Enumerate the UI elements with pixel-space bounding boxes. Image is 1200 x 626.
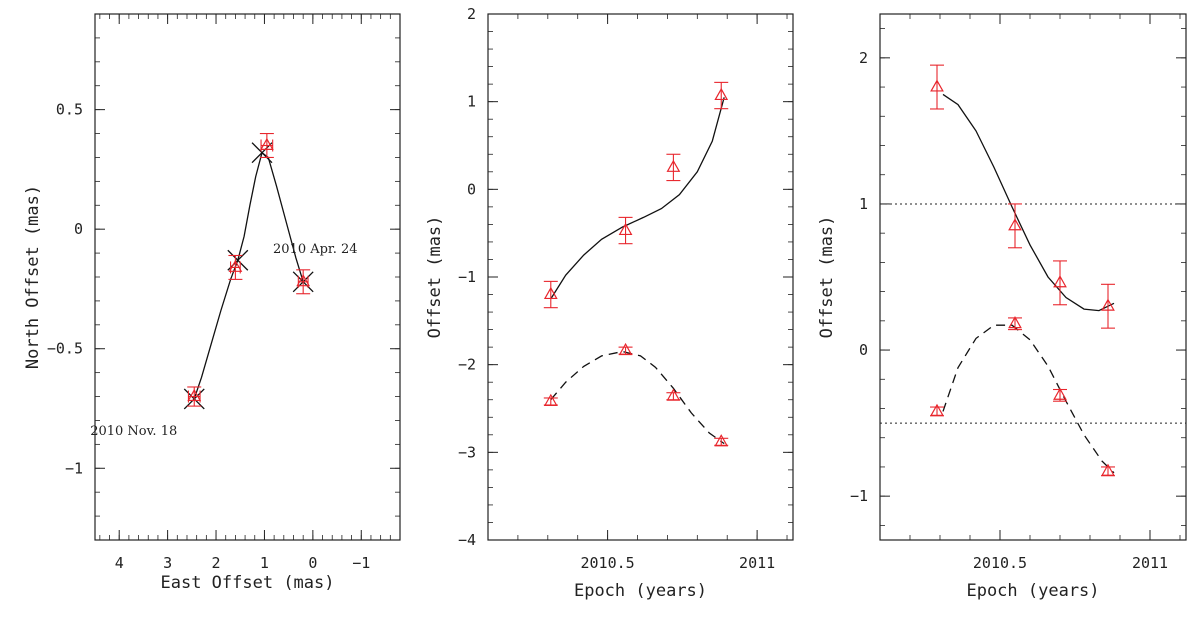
epoch-annotation: 2010 Apr. 24 [273,242,358,257]
x-tick-label: 4 [115,554,124,572]
offset-point [618,342,633,356]
x-tick-label: 2010.5 [581,554,635,572]
offset-error-bar [930,64,944,110]
x-axis-label: Epoch (years) [966,581,1099,601]
y-tick-label: 0.5 [56,101,83,119]
x-axis-label: Epoch (years) [574,581,707,601]
y-tick-label: −0.5 [47,340,83,358]
measurement-point [259,137,274,150]
offset-point [666,388,681,401]
offset-point [930,403,944,416]
y-tick-label: 0 [467,180,476,198]
y-tick-label: −1 [850,487,868,505]
offset-point [666,159,681,172]
ra-model-curve [942,93,1115,312]
dec-model-curve [942,324,1115,474]
offset-error-bar [1008,203,1022,249]
offset-error-bar [618,216,633,245]
y-axis-label: Offset (mas) [817,216,837,339]
x-tick-label: 2011 [1132,554,1168,572]
y-tick-label: −3 [458,443,476,461]
offset-error-bar [666,153,681,182]
x-tick-label: −1 [352,554,370,572]
y-axis-label: North Offset (mas) [23,185,43,369]
offset-point [1053,387,1067,400]
astrometric-orbit-panel: 4 3 2 1 0 −1 0.5 0 −0.5 −1 East Offset (mas) North … [23,13,401,593]
measurement-point [228,259,243,272]
offset-error-bar [1101,283,1115,329]
offset-point [1101,463,1115,476]
measurement-point [296,274,311,287]
measurement-point [187,388,202,402]
offset-point [1008,316,1022,329]
offset-point [714,434,729,447]
plot-frame [879,13,1187,541]
y-tick-label: 2 [467,5,476,23]
plot-frame [94,13,401,541]
x-tick-label: 2010.5 [973,554,1027,572]
epoch-offset-panel-middle: 2010.5 2011 2 1 0 −1 −2 −3 −4 Epoch (years) Offset… [425,5,794,601]
y-tick-label: −4 [458,531,476,549]
ra-model-curve [550,97,725,300]
offset-point [1008,218,1022,231]
epoch-offset-panel-right: 2010.5 2011 2 1 0 −1 Epoch (years) Offset (mas) [817,13,1187,601]
plot-frame [487,13,794,541]
y-tick-label: 1 [467,93,476,111]
offset-point [543,393,558,406]
offset-point [543,286,558,300]
orbit-model-curve [193,151,304,400]
y-tick-label: 0 [74,220,83,238]
x-tick-label: 2011 [739,554,775,572]
offset-error-bar [543,280,558,309]
y-tick-label: 2 [859,49,868,67]
y-axis-label: Offset (mas) [425,216,445,339]
offset-point [930,79,944,92]
x-tick-label: 3 [163,554,172,572]
offset-point [1053,275,1067,288]
y-tick-label: −1 [65,459,83,477]
x-tick-label: 1 [260,554,269,572]
y-tick-label: 0 [859,341,868,359]
epoch-annotation: 2010 Nov. 18 [90,424,177,439]
y-tick-label: 1 [859,195,868,213]
offset-point [1101,298,1115,311]
offset-error-bar [1053,260,1067,306]
x-axis-label: East Offset (mas) [161,573,335,593]
y-tick-label: −2 [458,356,476,374]
dec-model-curve [550,350,725,445]
x-tick-label: 2 [212,554,221,572]
offset-point [618,222,633,236]
x-tick-label: 0 [308,554,317,572]
y-tick-label: −1 [458,268,476,286]
offset-point [714,87,729,101]
offset-error-bar [714,81,729,110]
